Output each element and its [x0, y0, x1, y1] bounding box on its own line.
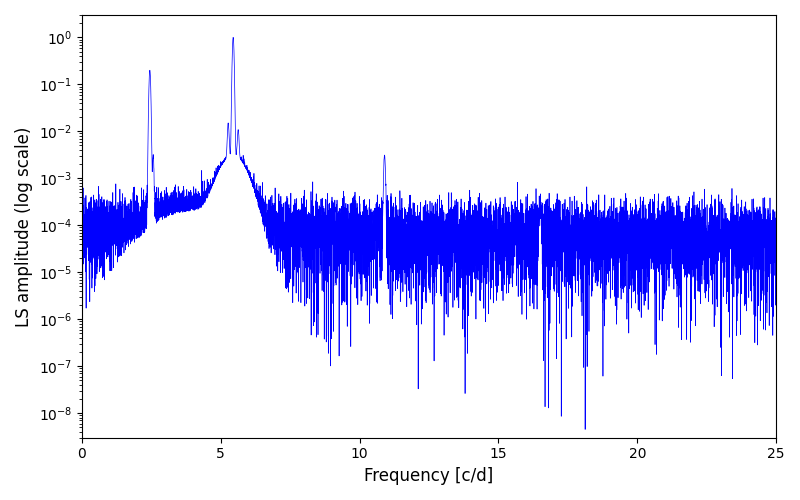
- Y-axis label: LS amplitude (log scale): LS amplitude (log scale): [15, 126, 33, 326]
- X-axis label: Frequency [c/d]: Frequency [c/d]: [364, 467, 494, 485]
